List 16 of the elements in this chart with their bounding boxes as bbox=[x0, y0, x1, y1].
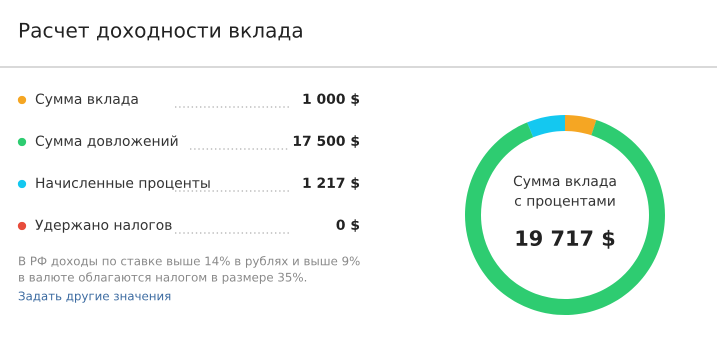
text: Сумма вклада с процентами bbox=[514, 176, 616, 209]
legend-label: Сумма вклада bbox=[36, 94, 138, 107]
text: 19 717 $ bbox=[516, 230, 614, 249]
donut-slice bbox=[527, 115, 565, 138]
text: 0 $ bbox=[336, 219, 360, 232]
text: Задать другие значения bbox=[18, 291, 170, 303]
text: В РФ доходы по ставке выше 14% в рублях и выше 9% в валюте облагаются налогом в размере 35%. bbox=[19, 256, 360, 284]
donut-slice bbox=[465, 120, 665, 315]
donut-slice bbox=[565, 115, 596, 136]
data-label: 1 217 $ bbox=[304, 177, 360, 190]
data-label: 1 000 $ bbox=[304, 93, 360, 106]
legend-label: Удержано налогов bbox=[35, 220, 172, 233]
data-label: 17 500 $ bbox=[294, 135, 360, 148]
legend-label: Начисленные проценты bbox=[36, 178, 210, 191]
chart-title: Расчет доходности вклада bbox=[20, 22, 302, 40]
legend-label: Сумма довложений bbox=[36, 135, 178, 149]
